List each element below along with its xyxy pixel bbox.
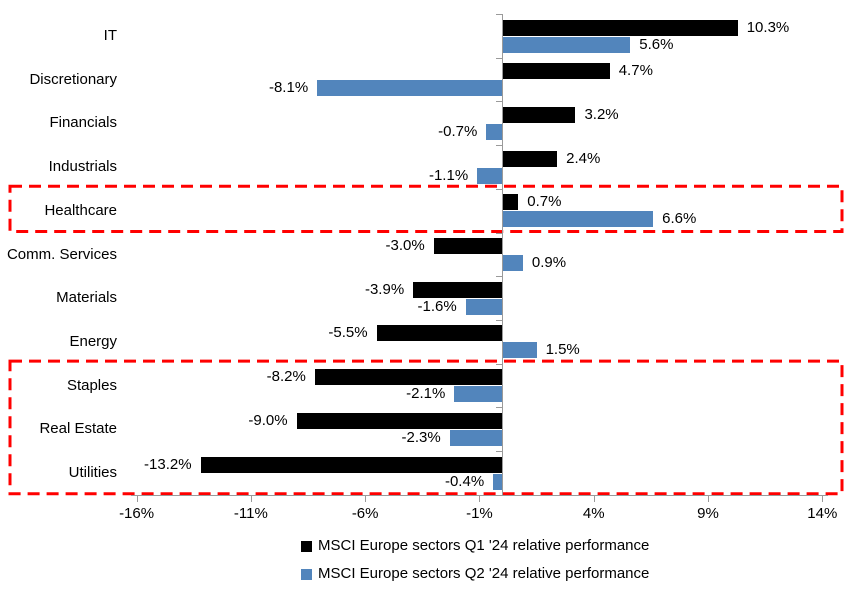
x-axis-tick [822,494,824,502]
value-label: 0.9% [531,254,567,271]
value-label: 1.5% [545,341,580,359]
y-axis-tick [496,494,503,496]
bar-q2 [465,298,503,315]
bar-q2 [502,36,631,53]
value-label: 4.7% [618,62,653,80]
bar-q1 [200,456,503,473]
y-axis-tick [496,276,503,278]
category-label: Materials [56,289,117,307]
legend-swatch-q2-icon [301,568,312,580]
x-tick-label: -16% [119,505,155,522]
x-axis-tick [250,494,252,502]
category-label: Discretionary [29,70,117,88]
bar-q1 [502,106,576,123]
value-label: -1.6% [417,297,457,315]
x-tick-label: 14% [807,505,838,522]
value-label: -8.1% [268,79,309,97]
legend-swatch-q1-icon [301,540,312,552]
value-label: -8.2% [266,368,306,386]
highlight-box [8,184,844,234]
x-tick-label: -11% [233,505,268,522]
y-axis-tick [496,407,503,409]
bar-q1 [413,281,503,298]
y-axis-tick [496,57,503,59]
bar-q2 [449,429,503,446]
bar-q2 [502,255,523,271]
category-label: Real Estate [39,420,117,438]
bar-q2 [317,80,503,97]
value-label: 6.6% [662,210,697,228]
value-label: -3.0% [385,237,425,254]
category-label: Energy [69,332,117,350]
x-axis-tick [708,494,709,502]
y-axis-tick [496,145,503,147]
y-axis-tick [496,363,503,365]
bar-q1 [502,150,558,167]
x-tick-label: 4% [582,505,605,522]
legend-item-q1: MSCI Europe sectors Q1 '24 relative perf… [301,537,649,555]
x-axis-tick [479,494,481,502]
value-label: -1.1% [428,166,469,184]
category-label: IT [103,27,117,44]
category-label: Healthcare [44,201,117,219]
value-label: 10.3% [746,18,790,36]
value-label: -5.5% [328,324,368,342]
x-axis-tick [365,494,367,502]
bar-q1 [502,19,738,36]
bar-q2 [477,167,503,184]
legend-label-q1: MSCI Europe sectors Q1 '24 relative perf… [318,537,650,554]
bar-q2 [454,386,503,403]
value-label: -2.1% [406,385,446,403]
value-label: 0.7% [527,193,562,211]
category-label: Staples [66,376,117,394]
value-label: -0.4% [444,472,485,490]
bar-q1 [502,63,610,80]
x-axis-tick [136,494,138,502]
y-axis-line [502,14,503,495]
bar-q1 [433,238,503,254]
value-label: -13.2% [144,455,192,473]
x-axis-tick [593,494,595,502]
y-axis-tick [496,188,503,190]
y-axis-tick [496,14,503,15]
value-label: 2.4% [566,149,601,167]
bar-q1 [314,369,503,386]
legend-label-q2: MSCI Europe sectors Q2 '24 relative perf… [318,565,650,582]
category-label: Comm. Services [6,245,117,263]
value-label: 5.6% [639,35,674,53]
category-label: Financials [49,114,117,132]
value-label: 3.2% [584,105,619,123]
y-axis-tick [496,232,503,234]
bar-q2 [502,342,537,359]
y-axis-tick [496,319,503,321]
legend-item-q2: MSCI Europe sectors Q2 '24 relative perf… [301,565,649,583]
x-tick-label: -6% [351,505,379,522]
bar-q1 [502,194,519,211]
value-label: -2.3% [401,428,441,446]
category-label: Industrials [48,158,117,176]
bar-q1 [296,412,503,429]
value-label: -0.7% [438,122,478,140]
value-label: -9.0% [248,411,288,429]
bar-q2 [493,473,503,490]
x-tick-label: 9% [697,505,719,522]
bar-q2 [486,123,503,140]
y-axis-tick [496,451,503,452]
x-tick-label: -1% [466,505,493,522]
bar-q2 [502,211,654,228]
value-label: -3.9% [364,280,405,298]
bar-q1 [376,325,503,342]
category-label: Utilities [68,464,117,481]
y-axis-tick [496,101,503,103]
